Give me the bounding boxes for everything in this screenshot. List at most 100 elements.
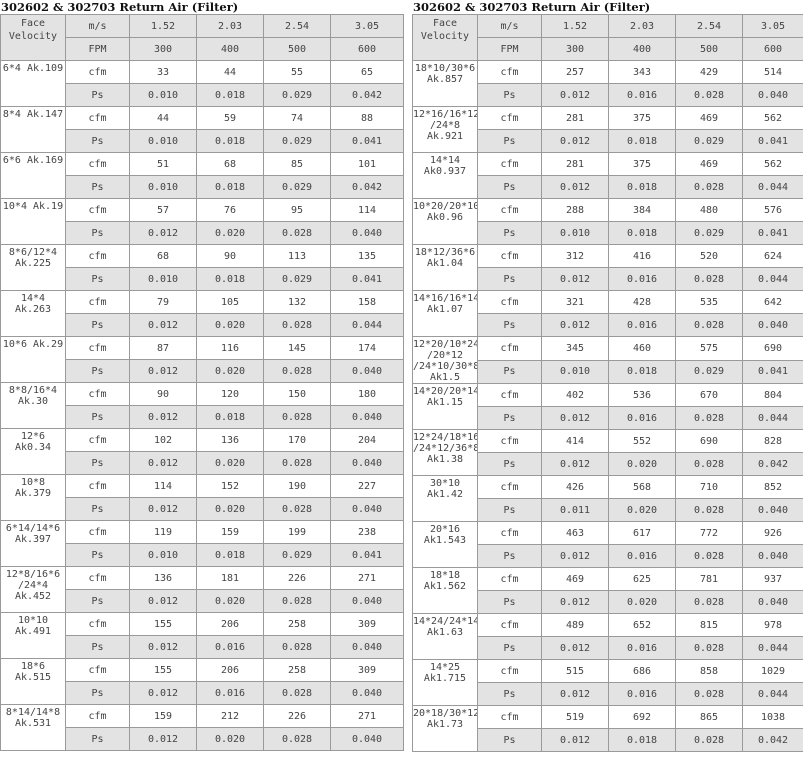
cfm-value: 429 [675, 60, 743, 84]
cfm-label: cfm [65, 428, 130, 452]
ps-value: 0.018 [196, 405, 264, 429]
ps-value: 0.040 [330, 405, 404, 429]
table-row-cfm: 18*12/36*6 Ak1.04 cfm 312 416 520 624 [412, 244, 803, 291]
ps-value: 0.028 [263, 681, 331, 705]
cfm-value: 119 [129, 520, 197, 544]
ps-value: 0.042 [330, 83, 404, 107]
ps-value: 0.029 [675, 221, 743, 245]
model-size-cell: 14*4 Ak.263 [0, 290, 66, 337]
model-size-text: 18*6 Ak.515 [14, 661, 52, 683]
model-size-text: 14*4 Ak.263 [14, 293, 52, 315]
ps-label: Ps [477, 175, 542, 199]
ps-value: 0.012 [541, 544, 609, 568]
cfm-value: 90 [196, 244, 264, 268]
model-size-text: 18*18 Ak1.562 [423, 570, 467, 592]
ps-value: 0.040 [330, 497, 404, 521]
model-size-cell: 10*10 Ak.491 [0, 612, 66, 659]
cfm-value: 158 [330, 290, 404, 314]
ps-value: 0.018 [608, 728, 676, 752]
cfm-value: 460 [608, 336, 676, 361]
cfm-value: 88 [330, 106, 404, 130]
ps-value: 0.028 [675, 544, 743, 568]
cfm-value: 536 [608, 383, 676, 407]
ps-value: 0.020 [608, 590, 676, 614]
model-size-cell: 12*24/18*16 /24*12/36*8 Ak1.38 [412, 429, 478, 476]
model-size-cell: 10*4 Ak.19 [0, 198, 66, 245]
cfm-value: 85 [263, 152, 331, 176]
ps-value: 0.041 [742, 359, 803, 384]
model-size-cell: 10*20/20*10 Ak0.96 [412, 198, 478, 245]
ps-value: 0.028 [263, 221, 331, 245]
cfm-value: 1029 [742, 659, 803, 683]
cfm-value: 416 [608, 244, 676, 268]
ps-label: Ps [477, 129, 542, 153]
ps-value: 0.028 [263, 313, 331, 337]
model-size-cell: 14*16/16*14 Ak1.07 [412, 290, 478, 337]
cfm-label: cfm [65, 520, 130, 544]
ps-value: 0.041 [330, 129, 404, 153]
model-size-text: 10*10 Ak.491 [14, 615, 52, 637]
right-panel: 302602 & 302703 Return Air (Filter) Face… [412, 0, 803, 752]
cfm-value: 135 [330, 244, 404, 268]
cfm-value: 271 [330, 704, 404, 728]
ps-value: 0.012 [541, 83, 609, 107]
cfm-value: 33 [129, 60, 197, 84]
table-row-ps: Ps 0.012 0.016 0.028 0.040 [413, 544, 803, 568]
ps-value: 0.012 [541, 452, 609, 476]
ps-value: 0.020 [196, 451, 264, 475]
fpm-value: 600 [742, 37, 803, 61]
cfm-value: 562 [742, 152, 803, 176]
table-row-cfm: 14*16/16*14 Ak1.07 cfm 321 428 535 642 [412, 290, 803, 337]
table-row-cfm: 14*4 Ak.263 cfm 79 105 132 158 [0, 290, 404, 337]
model-size-cell: 8*14/14*8 Ak.531 [0, 704, 66, 751]
ps-value: 0.016 [608, 313, 676, 337]
table-row-cfm: 10*8 Ak.379 cfm 114 152 190 227 [0, 474, 404, 521]
model-size-cell: 6*6 Ak.169 [0, 152, 66, 199]
model-size-text: 12*24/18*16 /24*12/36*8 Ak1.38 [413, 432, 478, 465]
fpm-unit-label: FPM [65, 37, 130, 61]
cfm-label: cfm [477, 336, 542, 361]
table-row-ps: Ps 0.012 0.020 0.028 0.044 [1, 313, 404, 337]
cfm-value: 114 [129, 474, 197, 498]
model-size-text: 10*4 Ak.19 [2, 201, 64, 212]
cfm-value: 174 [330, 336, 404, 360]
model-size-cell: 20*18/30*12 Ak1.73 [412, 705, 478, 752]
ps-value: 0.010 [129, 267, 197, 291]
cfm-value: 978 [742, 613, 803, 637]
cfm-value: 90 [129, 382, 197, 406]
header-fpm-row: FPM 300 400 500 600 [1, 37, 404, 61]
cfm-value: 212 [196, 704, 264, 728]
ps-value: 0.042 [742, 452, 803, 476]
ms-value: 2.03 [608, 14, 676, 38]
cfm-label: cfm [65, 198, 130, 222]
ps-value: 0.016 [196, 635, 264, 659]
fpm-value: 300 [129, 37, 197, 61]
cfm-value: 514 [742, 60, 803, 84]
ps-value: 0.028 [675, 83, 743, 107]
ps-value: 0.040 [742, 590, 803, 614]
ps-value: 0.016 [608, 682, 676, 706]
cfm-value: 552 [608, 429, 676, 453]
ps-value: 0.018 [608, 175, 676, 199]
table-row-cfm: 12*20/10*24 /20*12 /24*10/30*8 Ak1.5 cfm 3… [412, 336, 803, 384]
cfm-value: 375 [608, 106, 676, 130]
cfm-value: 79 [129, 290, 197, 314]
cfm-label: cfm [477, 613, 542, 637]
ps-value: 0.028 [675, 728, 743, 752]
ps-value: 0.028 [675, 313, 743, 337]
ps-label: Ps [477, 452, 542, 476]
ps-value: 0.028 [675, 498, 743, 522]
cfm-label: cfm [65, 290, 130, 314]
ps-value: 0.028 [263, 727, 331, 751]
ps-label: Ps [477, 544, 542, 568]
table-row-cfm: 14*20/20*14 Ak1.15 cfm 402 536 670 804 [412, 383, 803, 430]
ps-value: 0.041 [742, 221, 803, 245]
table-row-cfm: 12*24/18*16 /24*12/36*8 Ak1.38 cfm 414 552 6… [412, 429, 803, 476]
table-row-ps: Ps 0.012 0.018 0.028 0.042 [413, 728, 803, 752]
cfm-value: 238 [330, 520, 404, 544]
ps-value: 0.029 [263, 129, 331, 153]
ps-label: Ps [65, 313, 130, 337]
ps-label: Ps [65, 635, 130, 659]
cfm-label: cfm [65, 336, 130, 360]
cfm-value: 309 [330, 612, 404, 636]
